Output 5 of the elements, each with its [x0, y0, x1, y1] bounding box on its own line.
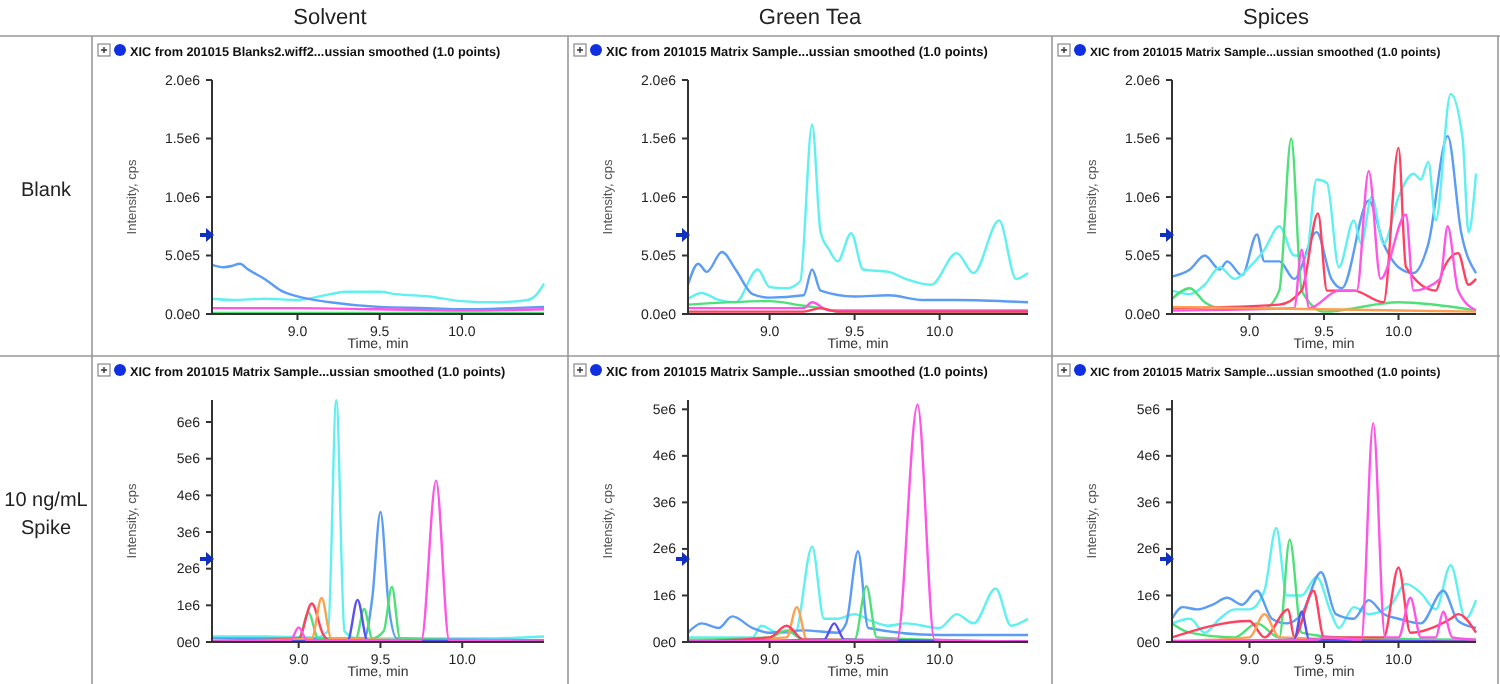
text: 10 ng/mL Spike: [4, 490, 89, 540]
chart-title: Spices: [1242, 6, 1310, 30]
chart-title: Solvent: [293, 6, 367, 30]
chart-title: Green Tea: [758, 6, 863, 30]
text: Blank: [20, 180, 74, 202]
